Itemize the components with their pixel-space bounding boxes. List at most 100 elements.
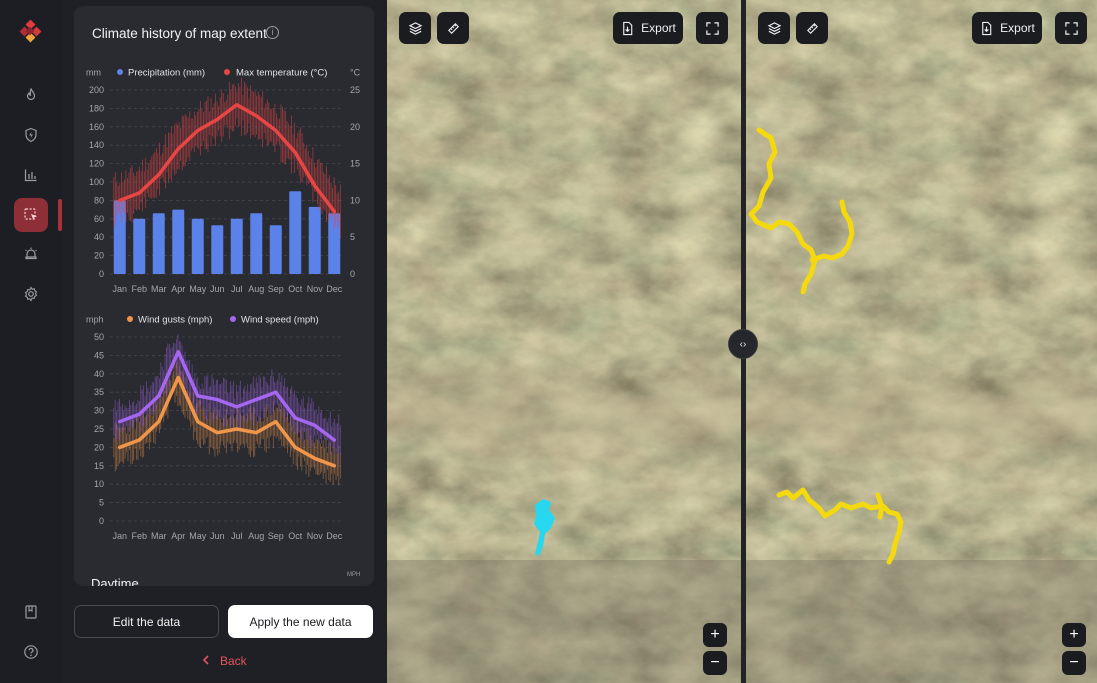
ruler-icon [806,22,818,34]
precipitation-bar [211,225,224,274]
x-tick-label: Oct [288,531,303,541]
precipitation-bar [133,218,146,274]
climate-panel: Climate history of map extent i mm °C Prec… [62,0,387,683]
measure-button[interactable] [796,12,828,44]
wind-speed-line [118,349,336,442]
layers-icon [408,21,422,35]
legend-swatch [127,316,133,322]
y-tick-label: 120 [89,159,104,169]
export-label: Export [641,21,676,35]
satellite-imagery [387,0,741,683]
zoom-in-button[interactable]: + [1062,623,1086,647]
max-temp-range [113,77,341,239]
zoom-out-button[interactable]: − [703,651,727,675]
x-tick-label: May [189,531,207,541]
y-tick-label: 25 [94,424,104,434]
x-tick-label: Jul [231,284,243,294]
fullscreen-icon [705,21,719,35]
export-button[interactable]: Export [972,12,1042,44]
panel-title: Climate history of map extent [92,26,267,41]
active-indicator [58,199,62,231]
wind-gusts-line [118,375,336,468]
fullscreen-button[interactable] [1055,12,1087,44]
y2-tick-label: 10 [350,195,360,205]
y-tick-label: 0 [99,516,104,526]
precipitation-bar [308,206,321,274]
y-tick-label: 5 [99,498,104,508]
measure-button[interactable] [437,12,469,44]
layers-button[interactable] [758,12,790,44]
info-icon[interactable]: i [266,26,279,39]
back-label: Back [220,654,247,668]
y-unit-left: mm [86,68,101,78]
x-tick-label: Jun [210,284,225,294]
shield-bolt-icon[interactable] [14,118,48,152]
x-tick-label: Mar [151,284,167,294]
alarm-icon[interactable] [14,237,48,271]
section-title-daytime: Daytime [91,576,139,586]
x-tick-label: Feb [131,531,147,541]
precipitation-bar [152,213,165,274]
zoom-out-button[interactable]: − [1062,651,1086,675]
fullscreen-button[interactable] [696,12,728,44]
gear-icon[interactable] [14,277,48,311]
y-tick-label: 20 [94,251,104,261]
y-tick-label: 200 [89,85,104,95]
brand-logo[interactable] [18,19,44,46]
x-tick-label: Nov [307,284,324,294]
y-tick-label: 20 [94,442,104,452]
y-tick-label: 160 [89,122,104,132]
legend-label: Wind gusts (mph) [138,315,212,326]
zoom-in-button[interactable]: + [703,623,727,647]
legend-label: Wind speed (mph) [241,315,319,326]
bar-chart-icon[interactable] [14,158,48,192]
precipitation-bar [172,209,185,274]
ruler-icon [447,22,459,34]
x-tick-label: Aug [248,531,264,541]
side-navigation [0,0,62,683]
export-label: Export [1000,21,1035,35]
y2-tick-label: 5 [350,232,355,242]
bookmark-icon[interactable] [14,595,48,629]
y2-tick-label: 20 [350,122,360,132]
map-after[interactable]: Export + − [746,0,1097,683]
precipitation-bar [113,200,126,274]
fire-perimeter [534,499,555,556]
y2-tick-label: 25 [350,85,360,95]
map-before[interactable]: Export + − [387,0,741,683]
precipitation-bar [289,191,302,274]
y-unit-left: mph [86,315,104,325]
apply-data-button[interactable]: Apply the new data [228,605,373,638]
x-tick-label: Feb [131,284,147,294]
back-link[interactable]: Back [202,654,247,668]
layers-button[interactable] [399,12,431,44]
x-tick-label: Dec [326,284,343,294]
y-tick-label: 15 [94,461,104,471]
legend-label: Max temperature (°C) [236,68,327,79]
y-tick-label: 35 [94,387,104,397]
y2-tick-label: 0 [350,269,355,279]
fire-icon[interactable] [14,78,48,112]
y-tick-label: 50 [94,332,104,342]
precipitation-bar [328,213,341,274]
layers-icon [767,21,781,35]
edit-data-button[interactable]: Edit the data [74,605,219,638]
help-icon[interactable] [14,635,48,669]
legend-swatch [117,69,123,75]
y-tick-label: 80 [94,195,104,205]
y-tick-label: 40 [94,369,104,379]
y-tick-label: 140 [89,140,104,150]
x-tick-label: Sep [268,531,284,541]
export-button[interactable]: Export [613,12,683,44]
satellite-imagery [746,0,1097,683]
fullscreen-icon [1064,21,1078,35]
x-tick-label: Nov [307,531,324,541]
select-area-icon[interactable] [14,198,48,232]
y-tick-label: 0 [99,269,104,279]
x-tick-label: Oct [288,284,303,294]
y-tick-label: 45 [94,350,104,360]
compare-swap-handle[interactable]: ‹› [728,329,758,359]
legend-label: Precipitation (mm) [128,68,205,79]
file-download-icon [623,21,633,35]
legend-swatch [230,316,236,322]
